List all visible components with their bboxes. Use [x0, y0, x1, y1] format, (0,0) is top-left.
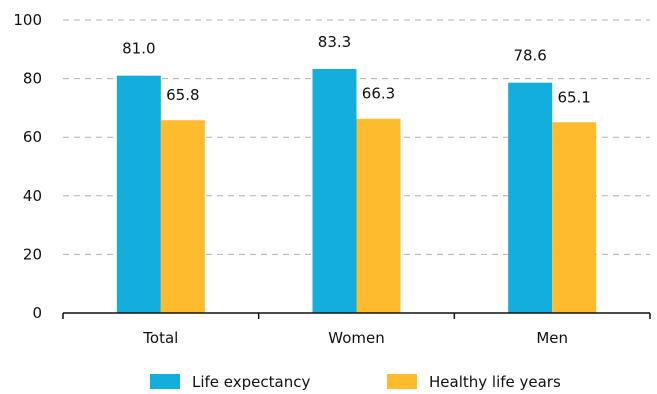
y-axis-tick-labels: 0 20 40 60 80 100 — [13, 11, 42, 322]
legend-swatch-healthy-life-years — [387, 374, 417, 389]
legend-swatch-life-expectancy — [150, 374, 180, 389]
x-axis — [62, 312, 651, 319]
data-label-healthy-life-years: 65.1 — [557, 88, 590, 106]
y-tick-label: 60 — [23, 128, 42, 146]
category-label: Women — [328, 329, 384, 347]
bar-healthy-life-years — [160, 120, 205, 314]
bars — [116, 68, 597, 314]
data-label-life-expectancy: 83.3 — [318, 33, 351, 51]
bar-life-expectancy — [508, 82, 553, 314]
y-tick-label: 80 — [23, 70, 42, 88]
legend: Life expectancy Healthy life years — [150, 373, 561, 391]
y-tick-label: 0 — [32, 304, 42, 322]
data-label-life-expectancy: 81.0 — [122, 40, 155, 58]
bar-healthy-life-years — [552, 122, 597, 313]
bar-life-expectancy — [312, 68, 357, 313]
bar-life-expectancy — [116, 75, 161, 313]
x-axis-category-labels: Total Women Men — [142, 329, 568, 347]
data-label-healthy-life-years: 66.3 — [362, 85, 395, 103]
data-labels: 81.0 65.8 83.3 66.3 78.6 65.1 — [122, 33, 591, 106]
data-label-life-expectancy: 78.6 — [513, 47, 546, 65]
legend-label-life-expectancy: Life expectancy — [192, 373, 310, 391]
legend-label-healthy-life-years: Healthy life years — [429, 373, 561, 391]
y-tick-label: 40 — [23, 187, 42, 205]
category-label: Men — [536, 329, 568, 347]
data-label-healthy-life-years: 65.8 — [166, 86, 199, 104]
y-tick-label: 20 — [23, 245, 42, 263]
bar-healthy-life-years — [356, 118, 401, 313]
category-label: Total — [142, 329, 178, 347]
y-tick-label: 100 — [13, 11, 42, 29]
